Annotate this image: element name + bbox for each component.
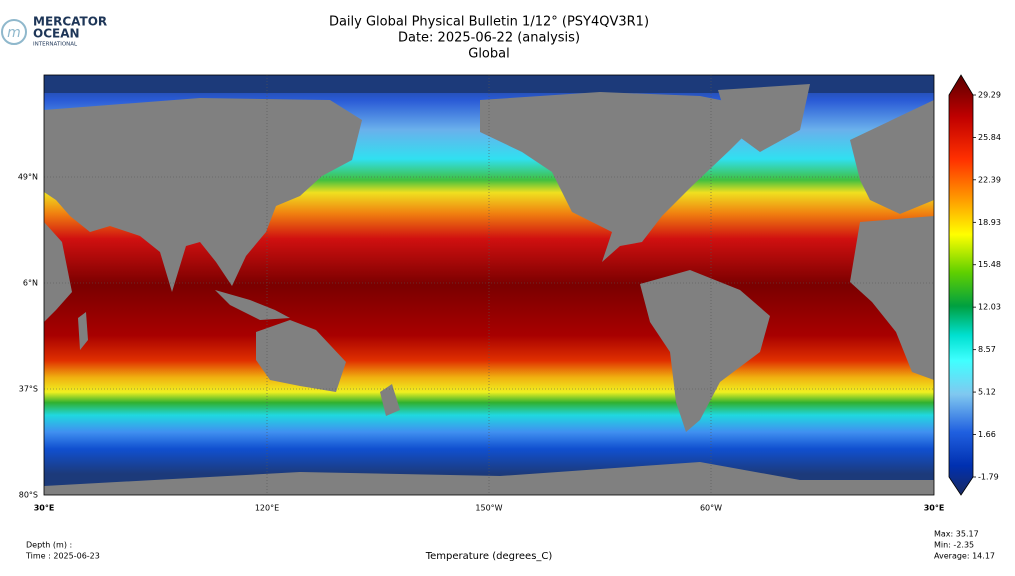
colorbar-tick-label: 12.03 xyxy=(978,303,1001,312)
lat-label: 6°N xyxy=(23,279,38,288)
logo-text: INTERNATIONAL xyxy=(33,42,78,48)
title: Daily Global Physical Bulletin 1/12° (PS… xyxy=(329,15,649,30)
lon-label: 30°E xyxy=(34,504,55,513)
logo-text: OCEAN xyxy=(33,27,80,41)
lat-label: 49°N xyxy=(18,173,38,182)
colorbar-tick-label: 29.29 xyxy=(978,91,1001,100)
colorbar-tick-label: -1.79 xyxy=(978,473,999,482)
lon-label: 120°E xyxy=(255,504,279,513)
colorbar-tick-label: 22.39 xyxy=(978,175,1001,184)
colorbar-tick-label: 8.57 xyxy=(978,345,996,354)
max: Max: 35.17 xyxy=(934,530,979,539)
colorbar-tick-label: 18.93 xyxy=(978,218,1001,227)
colorbar: -1.79 1.66 5.12 8.57 12.03 15.48 18.93 22.39 25.… xyxy=(948,74,1001,496)
colorbar-tick-label: 5.12 xyxy=(978,388,996,397)
colorbar-tick-label: 15.48 xyxy=(978,260,1001,269)
lat-label: 37°S xyxy=(19,385,38,394)
lat-label: 80°S xyxy=(19,491,38,500)
logo: m MERCATOR OCEAN INTERNATIONAL xyxy=(1,15,107,48)
lon-label: 30°E xyxy=(924,504,945,513)
min: Min: -2.35 xyxy=(934,541,974,550)
time: Time : 2025-06-23 xyxy=(25,552,100,561)
svg-text:m: m xyxy=(7,25,21,41)
lon-label: 60°W xyxy=(700,504,722,513)
average: Average: 14.17 xyxy=(934,552,995,561)
colorbar-tick-label: 1.66 xyxy=(978,430,996,439)
region: Global xyxy=(468,47,509,62)
map xyxy=(43,74,935,496)
variable: Temperature (degrees_C) xyxy=(425,551,553,562)
lon-label: 150°W xyxy=(475,504,502,513)
colorbar-tick-label: 25.84 xyxy=(978,133,1001,142)
date: Date: 2025-06-22 (analysis) xyxy=(398,31,580,46)
grid xyxy=(44,75,934,495)
logo-text: MERCATOR xyxy=(33,15,107,29)
depth: Depth (m) : xyxy=(26,541,72,550)
